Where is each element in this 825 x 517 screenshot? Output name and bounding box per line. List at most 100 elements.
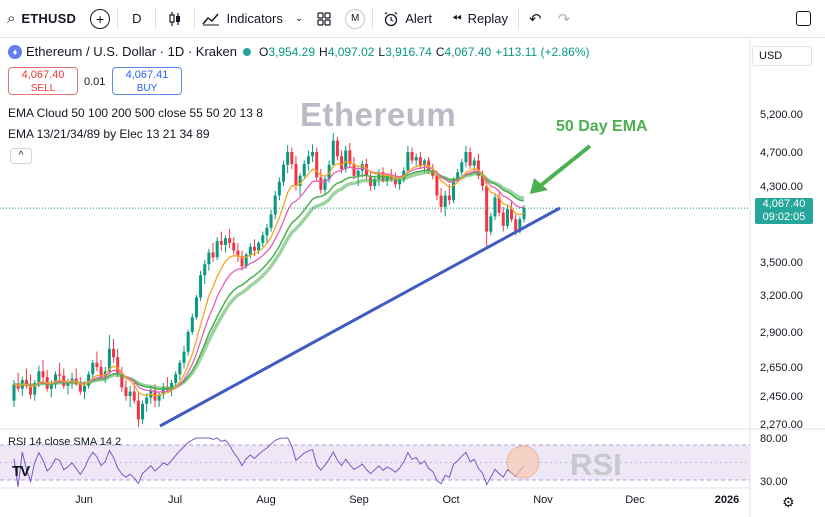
- alarm-clock-icon: [384, 11, 398, 26]
- candle-body: [228, 238, 232, 243]
- candle-body: [120, 374, 124, 388]
- high-key: H: [319, 44, 328, 59]
- candle-body: [323, 179, 327, 190]
- top-toolbar: ⌕ ETHUSD + D Indicators ⌄ M: [0, 0, 825, 38]
- account-badge[interactable]: M: [338, 0, 372, 38]
- tradingview-logo: TV: [12, 463, 30, 480]
- candle-body: [219, 241, 223, 245]
- candle-body: [211, 252, 215, 258]
- price-chart[interactable]: 5,200.00 4,700.00 4,300.00 3,500.00 3,200.00…: [0, 39, 825, 517]
- price-tick-label: 2,270.00: [760, 419, 803, 431]
- indicators-icon: [202, 13, 220, 25]
- ema-annotation: 50 Day EMA: [556, 118, 648, 135]
- candle-body: [174, 374, 178, 383]
- fullscreen-button[interactable]: [782, 0, 825, 38]
- rsi-legend[interactable]: RSI 14 close SMA 14 2: [8, 436, 122, 448]
- candle-body: [410, 152, 414, 161]
- chart-legend: ♦ Ethereum / U.S. Dollar · 1D · Kraken O…: [8, 44, 590, 59]
- replay-label: Replay: [467, 11, 509, 26]
- candle-body: [518, 219, 522, 232]
- ema-cloud-name: EMA Cloud: [8, 106, 69, 120]
- low-key: L: [378, 44, 386, 59]
- compare-symbol-button[interactable]: +: [83, 0, 117, 38]
- price-tick-label: 3,500.00: [760, 257, 803, 269]
- candle-body: [319, 177, 323, 190]
- bar-countdown-tag: 09:02:05: [755, 211, 813, 224]
- annotation-arrowhead: [530, 178, 548, 194]
- candle-body: [481, 175, 485, 186]
- sell-label: SELL: [30, 83, 56, 94]
- time-tick-label: Jun: [75, 494, 93, 506]
- candle-body: [302, 163, 306, 176]
- candle-body: [261, 235, 265, 243]
- alert-label: Alert: [405, 11, 432, 26]
- sell-button[interactable]: 4,067.40 SELL: [8, 67, 78, 95]
- replay-button[interactable]: ⏪︎ Replay: [442, 0, 518, 38]
- candle-body: [447, 195, 451, 201]
- symbol-search[interactable]: ⌕ ETHUSD: [0, 0, 83, 38]
- interval-button[interactable]: D: [118, 0, 155, 38]
- market-open-dot: [242, 47, 251, 56]
- candle-body: [464, 152, 468, 163]
- candle-body: [112, 348, 116, 358]
- candle-body: [33, 382, 37, 395]
- change-value: +113.11 (+2.86%): [495, 44, 590, 59]
- candle-body: [269, 214, 273, 228]
- candle-body: [186, 332, 190, 352]
- candle-body: [223, 238, 227, 245]
- candle-body: [178, 362, 182, 375]
- plus-icon: +: [90, 8, 111, 29]
- candle-body: [352, 163, 356, 176]
- candle-body: [128, 391, 132, 396]
- symbol-title[interactable]: Ethereum / U.S. Dollar · 1D · Kraken: [26, 44, 237, 59]
- time-tick-label: Oct: [442, 494, 459, 506]
- alert-button[interactable]: Alert: [373, 0, 442, 38]
- candle-body: [91, 362, 95, 375]
- spread-value: 0.01: [84, 76, 106, 88]
- candle-body: [53, 374, 57, 385]
- chart-watermark: Ethereum: [300, 96, 457, 133]
- candle-body: [203, 264, 207, 276]
- collapse-legend-button[interactable]: ^: [10, 148, 32, 164]
- candle-body: [252, 246, 256, 251]
- currency-button[interactable]: USD: [752, 46, 812, 66]
- layouts-button[interactable]: [310, 0, 338, 38]
- candle-body: [418, 157, 422, 166]
- toolbar-divider: [194, 7, 196, 30]
- candle-body: [145, 397, 149, 404]
- rsi-highlight-circle: [506, 445, 540, 479]
- candle-body: [510, 208, 514, 220]
- candle-body: [87, 374, 91, 386]
- ema-cloud-indicator[interactable]: EMA Cloud 50 100 200 500 close 55 50 20 …: [8, 106, 263, 120]
- candle-body: [194, 297, 198, 318]
- indicators-button[interactable]: Indicators ⌄: [195, 0, 310, 38]
- buy-label: BUY: [136, 83, 158, 94]
- candle-body: [344, 150, 348, 169]
- square-icon: [796, 11, 811, 26]
- price-tick-label: 2,450.00: [760, 391, 803, 403]
- gear-icon[interactable]: ⚙: [782, 494, 795, 510]
- ema-set-indicator[interactable]: EMA 13/21/34/89 by Elec 13 21 34 89: [8, 127, 210, 141]
- undo-button[interactable]: ↶: [519, 0, 552, 38]
- chart-type-button[interactable]: [156, 0, 194, 38]
- low-value: 3,916.74: [385, 44, 432, 59]
- candle-body: [286, 152, 290, 165]
- candle-body: [99, 367, 103, 378]
- candle-body: [311, 152, 315, 157]
- candle-body: [273, 195, 277, 215]
- candle-body: [277, 181, 281, 196]
- candle-body: [236, 250, 240, 257]
- candle-body: [422, 160, 426, 166]
- buy-button[interactable]: 4,067.41 BUY: [112, 67, 182, 95]
- badge-label: M: [345, 8, 366, 29]
- time-tick-label: Sep: [349, 494, 369, 506]
- candle-body: [348, 150, 352, 164]
- candle-body: [12, 384, 16, 401]
- candle-body: [207, 252, 211, 265]
- candle-body: [215, 241, 219, 258]
- chevron-down-icon: ⌄: [294, 13, 304, 24]
- last-price-tag: 4,067.40: [755, 198, 813, 212]
- redo-button[interactable]: ↷: [552, 0, 577, 38]
- candle-body: [141, 403, 145, 420]
- ema-cloud-params: 50 100 200 500 close 55 50 20 13 8: [71, 106, 263, 120]
